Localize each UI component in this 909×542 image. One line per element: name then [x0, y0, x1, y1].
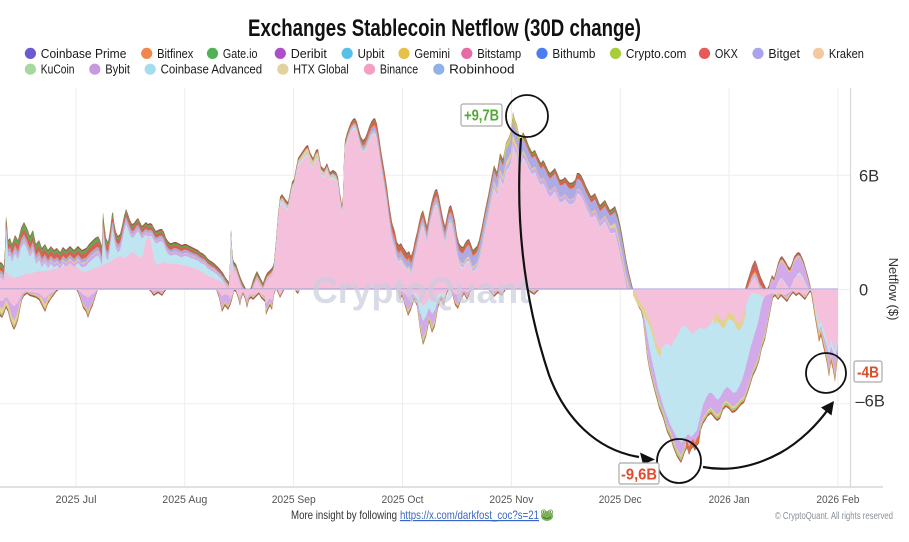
svg-text:Gemini: Gemini	[414, 47, 450, 61]
svg-text:Bitget: Bitget	[768, 47, 800, 61]
svg-text:More insight by following: More insight by following	[291, 508, 397, 522]
svg-text:2025 Jul: 2025 Jul	[56, 494, 97, 506]
svg-text:Binance: Binance	[380, 63, 418, 77]
svg-text:Bybit: Bybit	[105, 63, 130, 77]
svg-text:2026 Jan: 2026 Jan	[709, 494, 750, 506]
svg-text:2025 Dec: 2025 Dec	[599, 494, 642, 506]
svg-text:CryptoQuant: CryptoQuant	[312, 270, 530, 311]
svg-text:Deribit: Deribit	[291, 47, 328, 61]
svg-text:6B: 6B	[859, 168, 879, 186]
svg-text:Robinhood: Robinhood	[449, 63, 514, 77]
svg-text:Coinbase Prime: Coinbase Prime	[41, 47, 127, 61]
svg-text:2025 Aug: 2025 Aug	[162, 494, 207, 506]
svg-text:–6B: –6B	[856, 393, 885, 411]
svg-text:Kraken: Kraken	[829, 47, 864, 61]
svg-text:2025 Nov: 2025 Nov	[489, 494, 533, 506]
svg-text:Crypto.com: Crypto.com	[626, 47, 687, 61]
svg-text:HTX Global: HTX Global	[293, 63, 349, 77]
svg-text:0: 0	[859, 282, 868, 300]
svg-text:2025 Sep: 2025 Sep	[272, 494, 316, 506]
svg-text:https://x.com/darkfost_coc?s=2: https://x.com/darkfost_coc?s=21	[400, 508, 539, 522]
svg-text:2026 Feb: 2026 Feb	[816, 494, 859, 506]
svg-text:-9,6B: -9,6B	[621, 467, 657, 484]
svg-text:Gate.io: Gate.io	[223, 47, 258, 61]
svg-text:KuCoin: KuCoin	[41, 63, 75, 77]
svg-text:-4B: -4B	[857, 365, 879, 382]
svg-text:Upbit: Upbit	[358, 47, 385, 61]
svg-text:OKX: OKX	[715, 47, 739, 61]
svg-text:Exchanges Stablecoin Netflow (: Exchanges Stablecoin Netflow (30D change…	[248, 15, 641, 42]
svg-text:Coinbase Advanced: Coinbase Advanced	[161, 63, 263, 77]
svg-text:Bithumb: Bithumb	[552, 47, 595, 61]
svg-text:Bitstamp: Bitstamp	[477, 47, 521, 61]
svg-text:Bitfinex: Bitfinex	[157, 47, 194, 61]
svg-text:Netflow ($): Netflow ($)	[886, 258, 901, 321]
svg-text:+9,7B: +9,7B	[464, 108, 499, 125]
svg-text:2025 Oct: 2025 Oct	[382, 494, 425, 506]
svg-text:© CryptoQuant. All rights rese: © CryptoQuant. All rights reserved	[775, 511, 893, 522]
